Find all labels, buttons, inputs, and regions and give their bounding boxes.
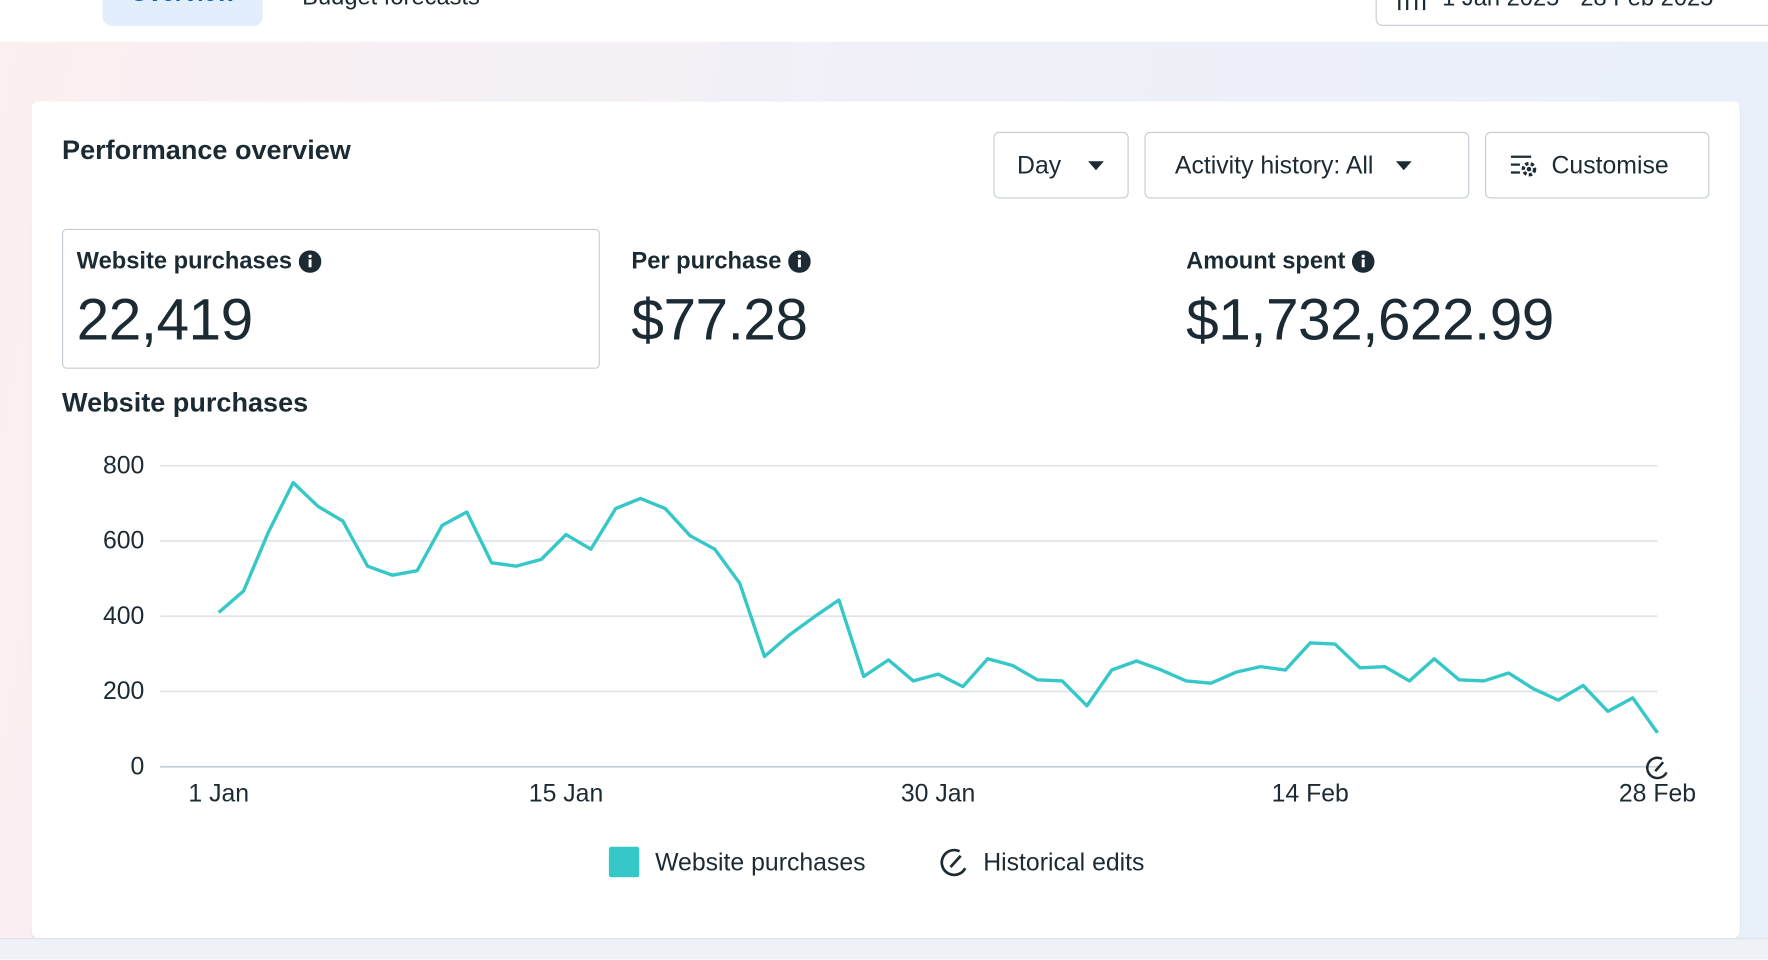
y-tick-label: 0 <box>131 753 145 780</box>
caret <box>1395 160 1412 170</box>
button-label: Activity history: All <box>1174 150 1374 179</box>
data-line <box>217 480 1659 734</box>
legend-label[interactable]: Historical edits <box>983 849 1144 876</box>
info-icon[interactable] <box>788 250 811 273</box>
metric-value: $1,732,622.99 <box>1186 287 1554 353</box>
metric-label-text: Website purchases <box>76 248 293 274</box>
metric-value: 22,419 <box>76 287 254 353</box>
metric-label-text: Per purchase <box>631 248 782 274</box>
x-tick-label: 28 Feb <box>1619 780 1696 807</box>
metric-label: Per purchase <box>631 248 811 275</box>
info-icon[interactable] <box>298 250 322 273</box>
metric-selected-box[interactable] <box>62 228 600 369</box>
button-label: Day <box>1017 150 1062 179</box>
bottom-bar <box>0 938 1768 960</box>
y-tick-label: 200 <box>103 678 144 705</box>
edit-marker[interactable] <box>1646 756 1668 780</box>
customise-button[interactable]: Customise <box>1484 131 1710 199</box>
caret <box>1088 160 1105 170</box>
day-button[interactable]: Day <box>993 131 1129 199</box>
y-tick-label: 800 <box>103 452 144 479</box>
legend-label[interactable]: Website purchases <box>655 849 865 876</box>
y-tick-label: 600 <box>103 528 144 555</box>
x-tick-label: 14 Feb <box>1272 780 1349 807</box>
card-title: Performance overview <box>62 135 351 166</box>
button-label: Customise <box>1551 150 1669 179</box>
x-tick-label: 30 Jan <box>901 780 975 807</box>
legend-swatch <box>608 846 640 878</box>
metric-label: Amount spent <box>1186 248 1375 275</box>
info-icon[interactable] <box>1352 250 1375 273</box>
metric-label-text: Amount spent <box>1186 248 1346 274</box>
date-range: 1 Jan 2025 - 28 Feb 2025 <box>1442 0 1713 11</box>
card <box>31 101 1740 939</box>
calendar-icon <box>1398 0 1426 11</box>
metric-label: Website purchases <box>77 248 322 275</box>
chart-title: Website purchases <box>62 387 309 419</box>
tab[interactable]: Overview <box>102 0 263 26</box>
tab[interactable]: Budget forecasts <box>302 0 480 11</box>
top-bar: Overview Budget forecasts 1 Jan 2025 - 2… <box>0 0 1768 42</box>
x-tick-label: 1 Jan <box>188 780 249 807</box>
date-picker[interactable]: 1 Jan 2025 - 28 Feb 2025 <box>1375 0 1768 26</box>
chart: Website purchases Historical edits 0 200 4… <box>103 452 1696 878</box>
activity-button[interactable]: Activity history: All <box>1144 131 1470 199</box>
x-tick-label: 15 Jan <box>529 780 603 807</box>
metric-value: $77.28 <box>631 287 808 353</box>
customise-icon <box>1510 155 1537 176</box>
y-tick-label: 400 <box>103 603 144 630</box>
legend-edit-icon <box>940 848 967 877</box>
